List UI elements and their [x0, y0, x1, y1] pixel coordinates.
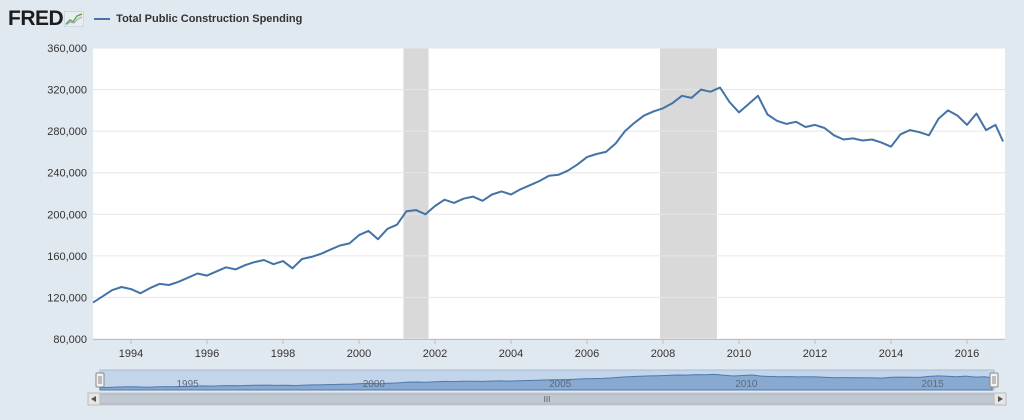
navigator-left-handle[interactable]	[95, 372, 105, 388]
navigator-tick-label: 2005	[549, 379, 572, 390]
y-tick-label: 360,000	[47, 43, 87, 55]
y-tick-label: 160,000	[47, 251, 87, 263]
x-tick-label: 1996	[195, 348, 219, 360]
legend-item[interactable]: Total Public Construction Spending	[94, 13, 302, 25]
scrollbar-grip: III	[544, 395, 551, 404]
recession-band	[403, 48, 429, 339]
legend-label: Total Public Construction Spending	[116, 13, 303, 25]
y-tick-label: 120,000	[47, 292, 87, 304]
y-tick-label: 280,000	[47, 126, 87, 138]
fred-logo[interactable]: FRED	[8, 7, 85, 31]
y-tick-label: 320,000	[47, 85, 87, 97]
chart-header: FRED Total Public Construction Spending	[8, 4, 302, 34]
series-line[interactable]	[92, 86, 1005, 304]
x-tick-label: 2016	[955, 348, 979, 360]
y-tick-label: 200,000	[47, 209, 87, 221]
x-tick-label: 2004	[499, 348, 523, 360]
plot-area	[93, 48, 1005, 339]
x-tick-label: 2012	[803, 348, 827, 360]
x-tick-label: 2006	[575, 348, 599, 360]
navigator-tick-label: 2015	[922, 379, 945, 390]
x-tick-label: 2000	[347, 348, 371, 360]
y-tick-label: 80,000	[53, 334, 87, 346]
fred-logo-text: FRED	[8, 7, 64, 30]
y-tick-label: 240,000	[47, 168, 87, 180]
navigator-tick-label: 2010	[735, 379, 758, 390]
navigator-series-area	[99, 373, 993, 391]
navigator-tick-label: 2000	[363, 379, 386, 390]
legend-swatch	[94, 18, 111, 20]
navigator-tick-label: 1995	[177, 379, 200, 390]
x-tick-label: 2014	[879, 348, 903, 360]
fred-chart-mark-icon	[64, 11, 85, 27]
navigator-right-handle[interactable]	[989, 372, 999, 388]
x-tick-label: 2008	[651, 348, 675, 360]
x-tick-label: 1994	[119, 348, 143, 360]
scroll-right-arrow-icon	[998, 396, 1003, 402]
scroll-left-arrow-icon	[91, 396, 96, 402]
x-tick-label: 1998	[271, 348, 295, 360]
x-tick-label: 2010	[727, 348, 751, 360]
x-tick-label: 2002	[423, 348, 447, 360]
